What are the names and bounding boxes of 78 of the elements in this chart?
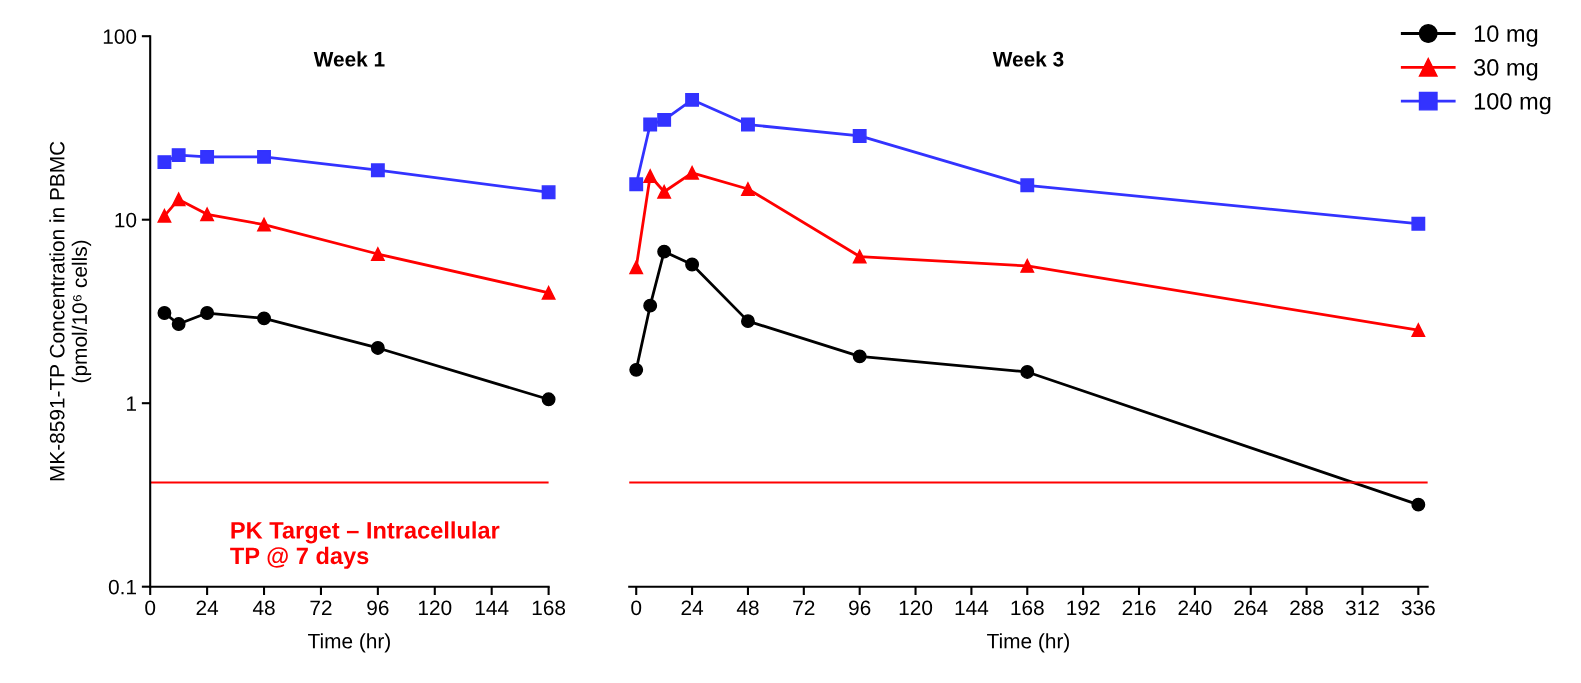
- point: [257, 217, 271, 232]
- x-tick-label: 240: [1178, 600, 1212, 616]
- y-axis-title: MK-8591-TP Concentration in PBMC (pmol/10⁶ cells): [49, 141, 92, 481]
- x-tick-label: 120: [418, 600, 452, 616]
- point: [541, 185, 556, 200]
- point: [852, 249, 867, 264]
- x-tick-label: 168: [532, 600, 566, 616]
- x-tick-label: 288: [1290, 600, 1324, 616]
- x-tick-label: 312: [1345, 600, 1379, 616]
- point: [157, 306, 172, 320]
- point: [657, 184, 672, 199]
- point: [1020, 178, 1035, 193]
- text: Week 3: [992, 51, 1064, 67]
- x-tick-label: 168: [1011, 600, 1044, 616]
- point: [257, 149, 271, 164]
- x-tick-label: 96: [367, 600, 389, 616]
- point: [257, 311, 271, 326]
- point: [657, 112, 672, 127]
- point: [200, 149, 215, 164]
- x-tick-label: 144: [955, 600, 989, 615]
- point: [852, 129, 867, 143]
- x-tick-label: 48: [736, 600, 759, 616]
- x-tick-label: 264: [1234, 600, 1268, 616]
- x-tick-label: 144: [475, 600, 509, 615]
- point: [200, 306, 215, 320]
- point: [370, 247, 385, 261]
- y-tick-label: 1: [127, 396, 136, 411]
- x-tick-label: 96: [849, 600, 871, 616]
- x-tick-label: 24: [196, 600, 219, 615]
- y-tick-label: 0.1: [108, 579, 136, 595]
- point: [629, 260, 644, 275]
- x-tick-label: 72: [310, 600, 332, 615]
- point: [657, 244, 672, 259]
- point: [1020, 258, 1035, 273]
- y-tick-label: 100: [103, 29, 137, 44]
- x-tick-label: 192: [1067, 600, 1100, 616]
- x-tick-label: 72: [793, 600, 815, 615]
- point: [643, 298, 658, 313]
- point: [1411, 497, 1426, 512]
- point: [741, 314, 755, 329]
- x-tick-label: 0: [631, 600, 642, 616]
- x-tick-label: 216: [1122, 600, 1156, 616]
- point: [1411, 323, 1426, 338]
- point: [171, 192, 186, 207]
- ref-line-label: PK Target – Intracellular TP @ 7 days: [230, 521, 500, 569]
- legend-label: 10 mg: [1474, 25, 1538, 47]
- legend-label: 30 mg: [1474, 59, 1538, 81]
- point: [171, 317, 186, 331]
- point: [157, 155, 172, 170]
- x-axis-title: Time (hr): [308, 633, 390, 653]
- x-tick-label: 0: [145, 600, 156, 616]
- point: [741, 182, 755, 196]
- point: [541, 392, 556, 407]
- x-tick-label: 48: [252, 600, 275, 616]
- point: [629, 177, 644, 192]
- x-tick-label: 336: [1401, 600, 1435, 616]
- point: [370, 163, 385, 178]
- point: [541, 285, 556, 300]
- point: [685, 257, 700, 272]
- point: [200, 207, 215, 222]
- text: Week 1: [313, 51, 385, 67]
- legend-label: 100 mg: [1474, 92, 1551, 115]
- point: [629, 362, 644, 377]
- point: [685, 165, 700, 180]
- y-tick-label: 10: [115, 212, 137, 228]
- point: [157, 208, 172, 223]
- point: [852, 349, 867, 364]
- x-axis-title: Time (hr): [987, 633, 1069, 653]
- point: [370, 341, 385, 355]
- x-tick-label: 120: [899, 600, 933, 616]
- point: [171, 148, 186, 163]
- x-tick-label: 24: [681, 600, 704, 615]
- point: [643, 169, 658, 183]
- point: [1020, 365, 1035, 379]
- point: [741, 117, 755, 132]
- point: [643, 117, 658, 132]
- point: [1411, 216, 1426, 231]
- point: [685, 92, 700, 107]
